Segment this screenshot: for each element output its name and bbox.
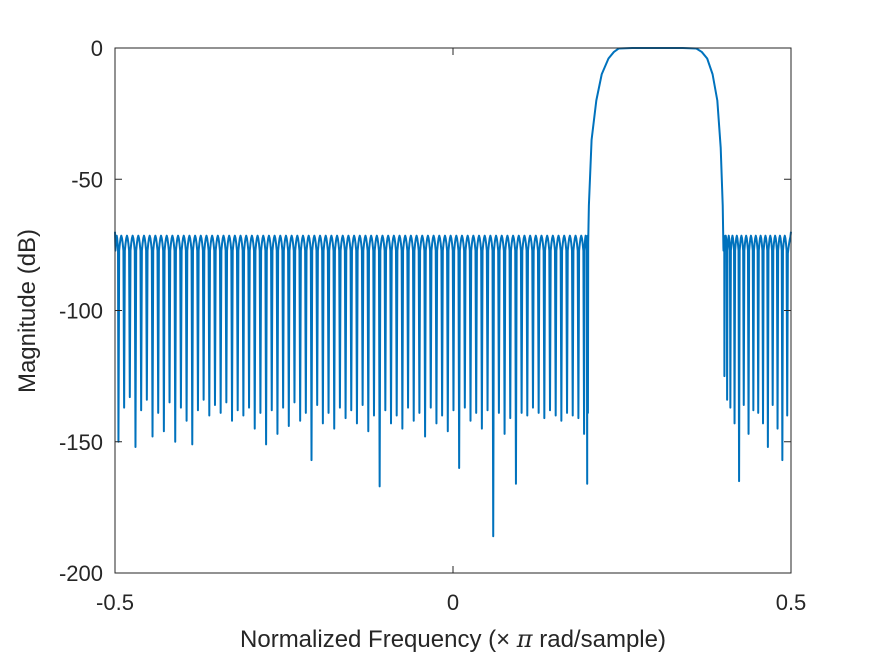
x-axis-label-pi: π [516,625,534,653]
magnitude-response-line [114,47,792,538]
tick-labels: -0.5 0 0.5 0 -50 -100 -150 -200 [59,36,806,615]
x-tick-label: 0.5 [776,590,807,615]
y-tick-label: -50 [71,167,103,192]
tick-marks [114,47,792,574]
x-axis-label-suffix: rad/sample) [533,626,666,653]
y-tick-label: -200 [59,561,103,586]
y-axis-label: Magnitude (dB) [14,229,41,393]
x-axis-label-prefix: Normalized Frequency ( [240,626,496,653]
x-axis-label: Normalized Frequency (× π rad/sample) [240,625,666,653]
chart-marks [114,47,792,538]
y-tick-label: -150 [59,430,103,455]
x-tick-label: -0.5 [96,590,134,615]
x-tick-label: 0 [447,590,459,615]
y-tick-label: 0 [91,36,103,61]
y-tick-label: -100 [59,299,103,324]
x-axis-label-space [510,626,517,653]
x-axis-label-times: × [496,626,510,653]
